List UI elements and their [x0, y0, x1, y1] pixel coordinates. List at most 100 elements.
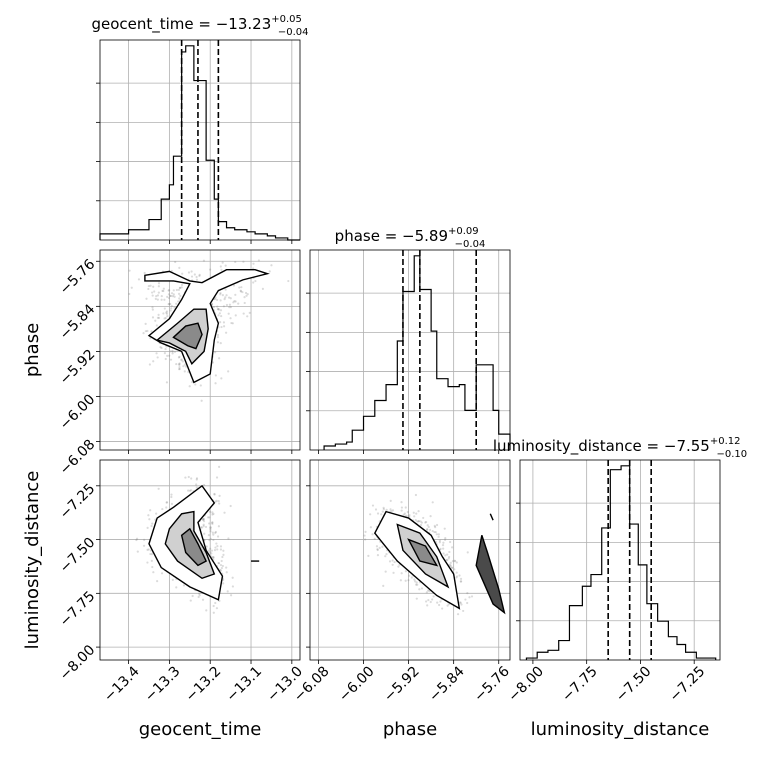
- sample-point: [160, 572, 164, 575]
- sample-point: [214, 500, 217, 503]
- sample-point: [214, 296, 217, 299]
- sample-point: [418, 588, 421, 591]
- sample-point: [381, 545, 384, 548]
- sample-point: [165, 506, 168, 509]
- sample-point: [214, 546, 217, 549]
- sample-point: [208, 539, 211, 542]
- sample-point: [380, 513, 383, 516]
- sample-point: [448, 550, 451, 554]
- sample-point: [376, 554, 380, 557]
- contour-level: [172, 322, 203, 350]
- y-tick-label: −8.00: [57, 642, 99, 684]
- sample-point: [470, 595, 474, 598]
- sample-point: [156, 294, 160, 297]
- sample-point: [178, 286, 182, 289]
- sample-point: [243, 296, 246, 299]
- sample-point: [400, 572, 403, 575]
- sample-point: [218, 312, 221, 315]
- sample-point: [215, 476, 219, 479]
- sample-point: [459, 580, 462, 583]
- sample-point: [227, 537, 230, 540]
- sample-point: [151, 306, 154, 309]
- sample-point: [458, 601, 462, 604]
- hist-grid-luminosity-distance: [520, 460, 720, 660]
- sample-point: [155, 352, 158, 355]
- sample-point: [128, 269, 131, 272]
- sample-point: [187, 475, 190, 479]
- sample-point: [210, 552, 213, 555]
- x-tick-label: −6.00: [336, 664, 378, 706]
- sample-point: [231, 585, 235, 588]
- sample-point: [188, 385, 191, 388]
- sample-point: [446, 559, 449, 562]
- sample-point: [165, 501, 168, 504]
- sample-point: [171, 294, 174, 298]
- sample-point: [178, 363, 181, 366]
- sample-point: [208, 510, 212, 513]
- sample-point: [449, 564, 452, 567]
- sample-point: [435, 533, 438, 536]
- sample-point: [178, 355, 181, 359]
- sample-point: [438, 539, 442, 542]
- sample-point: [166, 315, 169, 318]
- sample-point: [220, 314, 223, 318]
- sample-point: [154, 319, 157, 322]
- sample-point: [216, 305, 219, 308]
- sample-point: [217, 500, 220, 503]
- sample-point: [195, 278, 199, 281]
- sample-point: [175, 362, 178, 366]
- hist-ticks-luminosity-distance: [516, 502, 695, 664]
- panel-title-geocent-time: geocent_time = −13.23+0.05 −0.04: [91, 14, 308, 38]
- sample-point: [441, 544, 445, 547]
- sample-point: [155, 512, 158, 515]
- sample-point: [136, 550, 139, 553]
- sample-point: [438, 603, 441, 607]
- sample-point: [157, 282, 161, 285]
- sample-point: [404, 506, 407, 509]
- sample-point: [177, 300, 180, 303]
- sample-point: [231, 576, 234, 579]
- sample-point: [217, 308, 221, 311]
- sample-point: [416, 520, 419, 523]
- sample-point: [215, 542, 218, 545]
- sample-point: [224, 264, 227, 267]
- sample-point: [160, 294, 163, 298]
- sample-point: [447, 603, 451, 606]
- sample-point: [234, 314, 237, 317]
- sample-point: [391, 509, 395, 512]
- sample-point: [229, 317, 232, 320]
- sample-point: [218, 357, 221, 360]
- sample-point: [216, 335, 220, 339]
- sample-point: [446, 553, 449, 556]
- sample-point: [217, 562, 221, 565]
- sample-point: [202, 523, 205, 526]
- sample-point: [169, 294, 172, 298]
- sample-point: [244, 291, 248, 295]
- sample-point: [229, 504, 232, 508]
- panel-title-phase: phase = −5.89+0.09 −0.04: [335, 226, 486, 250]
- sample-point: [451, 546, 454, 549]
- x-tick-label: −5.76: [471, 663, 513, 705]
- sample-point: [209, 528, 212, 531]
- sample-point: [456, 613, 460, 616]
- sample-point: [443, 538, 447, 541]
- sample-point: [190, 275, 194, 278]
- sample-point: [172, 289, 175, 292]
- sample-point: [237, 302, 240, 305]
- panel-frame-phase: [309, 249, 511, 451]
- sample-point: [161, 507, 164, 511]
- sample-point: [450, 566, 454, 570]
- hist-panel-luminosity-distance: luminosity_distance = −7.55+0.12 −0.10: [493, 436, 747, 664]
- sample-point: [385, 508, 388, 511]
- sample-point: [448, 555, 451, 559]
- sample-point: [219, 299, 222, 302]
- sample-point: [163, 352, 166, 355]
- sample-point: [207, 516, 210, 519]
- sample-point: [404, 570, 408, 573]
- sample-point: [219, 293, 222, 296]
- sample-point: [437, 533, 440, 536]
- sample-point: [242, 312, 245, 315]
- sample-point: [193, 273, 196, 276]
- sample-point: [222, 321, 226, 324]
- panel-frame-geocent-time-luminosity-distance: [99, 459, 301, 661]
